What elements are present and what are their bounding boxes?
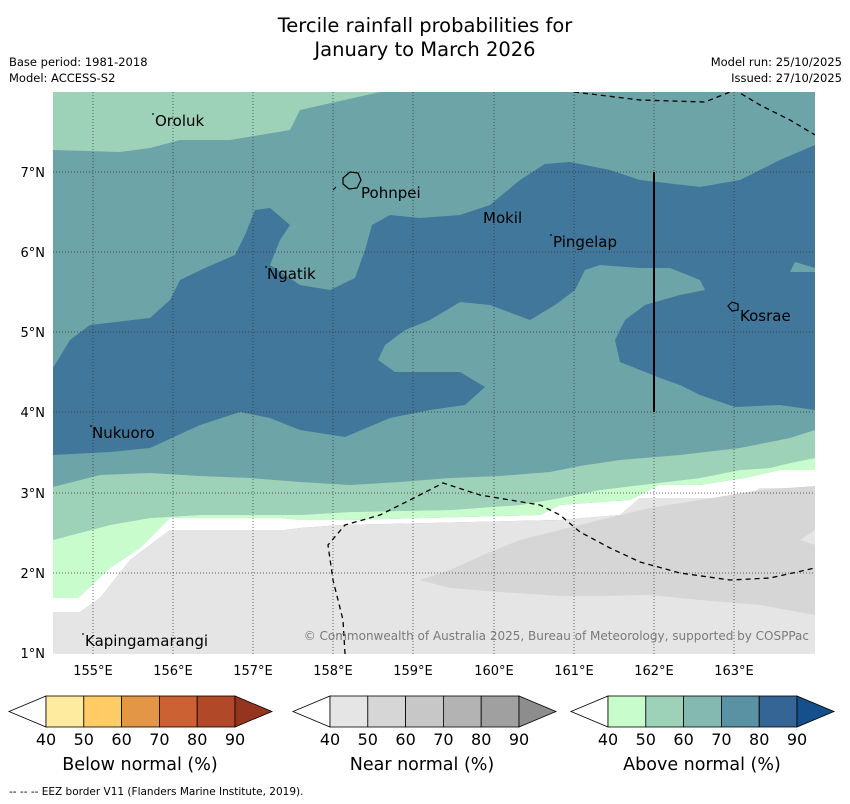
map-title-line1: Tercile rainfall probabilities for: [277, 14, 573, 37]
lon-tick: 163°E: [714, 664, 754, 679]
legend-label-below: Below normal (%): [62, 755, 218, 775]
lon-tick: 158°E: [313, 664, 353, 679]
lon-tick: 157°E: [233, 664, 273, 679]
near-colorbar-tick: 90: [509, 730, 529, 749]
lat-axis: 7°N 6°N 5°N 4°N 3°N 2°N 1°N: [21, 166, 46, 662]
near-colorbar-tick: 70: [433, 730, 453, 749]
near-colorbar-segment: [442, 695, 482, 728]
lon-tick: 155°E: [73, 664, 113, 679]
above-colorbar-tick: 50: [636, 730, 656, 749]
lon-tick: 160°E: [474, 664, 514, 679]
above-colorbar-tick: 70: [711, 730, 731, 749]
pingelap-marker: [550, 234, 552, 236]
model-run: Model run: 25/10/2025: [710, 55, 842, 69]
above-colorbar-tick: 90: [787, 730, 807, 749]
above-colorbar-low-extend: [569, 695, 609, 728]
near-colorbar-segment: [329, 695, 369, 728]
below-colorbar-tick: 40: [36, 730, 56, 749]
place-label: Pingelap: [553, 233, 617, 251]
place-label: Nukuoro: [92, 424, 155, 442]
near-colorbar-segment: [405, 695, 444, 728]
below-colorbar-segment: [158, 695, 198, 728]
near-colorbar-tick: 60: [395, 730, 415, 749]
eez-footnote: -- -- -- EEZ border V11 (Flanders Marine…: [9, 786, 304, 798]
zone-near-50: [420, 486, 815, 615]
near-colorbar-tick: 80: [471, 730, 491, 749]
place-label: Ngatik: [267, 265, 316, 283]
lon-tick: 162°E: [634, 664, 674, 679]
above-colorbar-segment: [607, 695, 647, 728]
near-colorbar-low-extend: [291, 695, 331, 728]
lat-tick: 1°N: [21, 647, 46, 662]
above-colorbar-tick: 40: [598, 730, 618, 749]
below-colorbar-tick: 50: [74, 730, 94, 749]
base-period: Base period: 1981-2018: [9, 55, 148, 69]
zone-above-70: [53, 145, 815, 455]
near-colorbar-segment: [480, 695, 520, 728]
lat-tick: 3°N: [21, 487, 46, 502]
legend-label-near: Near normal (%): [349, 755, 495, 775]
above-colorbar-high-extend: [796, 695, 836, 728]
zone-above-40: [53, 458, 815, 598]
lon-tick: 159°E: [393, 664, 433, 679]
kapingamarangi-marker: [82, 633, 84, 635]
near-colorbar-tick: 40: [320, 730, 340, 749]
legend-label-above: Above normal (%): [623, 755, 781, 775]
colorbars: 40 50 60 70 80 90 40 50 60 70 80 90 40 50 60 70 80 90: [7, 695, 836, 749]
graticule: [53, 92, 815, 654]
map-title-line2: January to March 2026: [314, 38, 536, 61]
place-label: Kapingamarangi: [85, 632, 208, 650]
lat-tick: 2°N: [21, 567, 46, 582]
nukuoro-marker: [90, 425, 92, 427]
lon-tick: 161°E: [554, 664, 594, 679]
pohnpei-island-shape: [342, 171, 362, 190]
eez-border: [327, 92, 815, 654]
lat-tick: 6°N: [21, 246, 46, 261]
near-colorbar-segment: [367, 695, 406, 728]
near-colorbar-high-extend: [518, 695, 558, 728]
lon-tick: 156°E: [153, 664, 193, 679]
zone-above-50-south: [53, 430, 815, 540]
lon-axis: 155°E 156°E 157°E 158°E 159°E 160°E 161°…: [73, 664, 754, 679]
below-colorbar-segment: [45, 695, 85, 728]
above-colorbar-segment: [645, 695, 684, 728]
ngatik-marker: [265, 266, 267, 268]
kosrae-island-shape: [727, 301, 739, 312]
below-colorbar-tick: 80: [187, 730, 207, 749]
below-colorbar-high-extend: [234, 695, 274, 728]
above-colorbar-segment: [758, 695, 798, 728]
oroluk-marker: [152, 113, 154, 115]
lat-tick: 7°N: [21, 166, 46, 181]
above-colorbar-segment: [721, 695, 760, 728]
near-colorbar-tick: 50: [358, 730, 378, 749]
pohnpei-islet: [332, 186, 337, 191]
place-label: Pohnpei: [361, 184, 421, 202]
model-name: Model: ACCESS-S2: [9, 71, 116, 85]
lat-tick: 4°N: [21, 406, 46, 421]
below-colorbar-tick: 60: [111, 730, 131, 749]
copyright-notice: © Commonwealth of Australia 2025, Bureau…: [304, 629, 809, 643]
issued-date: Issued: 27/10/2025: [731, 71, 842, 85]
below-colorbar-low-extend: [7, 695, 47, 728]
lat-tick: 5°N: [21, 326, 46, 341]
place-label: Mokil: [483, 209, 522, 227]
below-colorbar-segment: [121, 695, 160, 728]
zone-above-50-north: [53, 92, 815, 152]
below-colorbar-tick: 70: [149, 730, 169, 749]
place-label: Oroluk: [155, 112, 204, 130]
above-colorbar-tick: 80: [749, 730, 769, 749]
above-colorbar-tick: 60: [673, 730, 693, 749]
zone-no-signal: [53, 470, 815, 612]
above-colorbar-segment: [683, 695, 722, 728]
place-label: Kosrae: [740, 307, 791, 325]
below-colorbar-tick: 90: [225, 730, 245, 749]
below-colorbar-segment: [196, 695, 236, 728]
below-colorbar-segment: [83, 695, 123, 728]
